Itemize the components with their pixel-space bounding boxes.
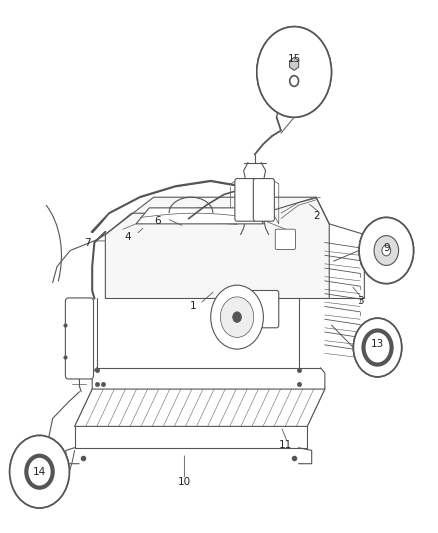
Text: 14: 14	[33, 467, 46, 477]
Text: 15: 15	[287, 54, 300, 63]
Text: 13: 13	[370, 339, 383, 349]
Circle shape	[256, 27, 331, 117]
Text: 6: 6	[154, 216, 161, 226]
FancyBboxPatch shape	[241, 290, 278, 328]
Circle shape	[289, 76, 298, 86]
FancyBboxPatch shape	[234, 179, 255, 221]
Text: 13: 13	[370, 336, 383, 346]
Text: 3: 3	[356, 296, 363, 306]
Circle shape	[353, 318, 401, 377]
Text: 9: 9	[382, 243, 389, 253]
Circle shape	[358, 217, 413, 284]
Text: 10: 10	[177, 478, 191, 487]
Text: 9: 9	[382, 243, 389, 253]
Circle shape	[363, 330, 391, 365]
Text: 15: 15	[287, 54, 300, 63]
Circle shape	[10, 435, 69, 508]
Polygon shape	[105, 197, 328, 298]
Circle shape	[381, 245, 390, 256]
Text: 8: 8	[242, 320, 249, 330]
Text: 7: 7	[84, 238, 91, 247]
Polygon shape	[136, 208, 263, 224]
Circle shape	[256, 27, 331, 117]
Circle shape	[220, 297, 253, 337]
Text: 1: 1	[189, 302, 196, 311]
Circle shape	[232, 312, 241, 322]
Text: 11: 11	[278, 440, 291, 450]
FancyBboxPatch shape	[253, 179, 274, 221]
Text: 5: 5	[75, 320, 82, 330]
Text: 2: 2	[312, 211, 319, 221]
Circle shape	[358, 217, 413, 284]
Text: 14: 14	[33, 467, 46, 477]
Circle shape	[10, 435, 69, 508]
Circle shape	[373, 236, 398, 265]
Circle shape	[210, 285, 263, 349]
Circle shape	[26, 456, 53, 488]
Polygon shape	[74, 389, 324, 426]
Circle shape	[353, 318, 401, 377]
Text: 12: 12	[247, 198, 261, 207]
Text: 4: 4	[124, 232, 131, 242]
FancyBboxPatch shape	[65, 298, 93, 379]
FancyBboxPatch shape	[275, 229, 295, 249]
